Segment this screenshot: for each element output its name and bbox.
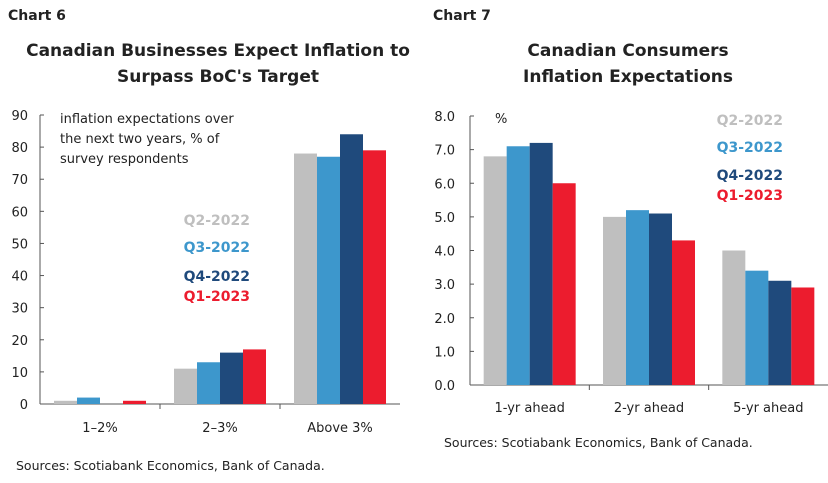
bar-q1-2023-2 [791,287,815,385]
x-tick-label: 1–2% [82,421,117,436]
bar-q3-2022-2 [317,156,340,404]
bar-q4-2022-1 [649,213,672,385]
chart-annotation: survey respondents [60,152,189,167]
chart-annotation: the next two years, % of [60,132,220,147]
bar-q2-2022-0 [54,400,77,404]
bar-q1-2023-0 [123,400,146,404]
y-tick-label: 60 [11,205,28,220]
legend-item: Q2-2022 [184,213,250,229]
bar-q1-2023-0 [552,183,576,385]
y-tick-label: 4.0 [434,245,455,260]
y-tick-label: 0 [20,398,28,413]
bar-q3-2022-0 [506,146,530,385]
y-tick-label: 2.0 [434,312,455,327]
y-tick-label: 80 [11,141,28,156]
x-tick-label: Above 3% [307,421,373,436]
bar-q4-2022-0 [529,142,553,385]
legend-item: Q4-2022 [717,168,783,184]
bar-q2-2022-1 [603,216,626,385]
x-tick-label: 5-yr ahead [733,401,803,416]
y-tick-label: 3.0 [434,278,455,293]
y-tick-label: 20 [11,334,28,349]
x-tick-label: 2–3% [202,421,237,436]
legend-item: Q1-2023 [184,289,250,305]
legend-item: Q3-2022 [717,140,783,156]
y-tick-label: 10 [11,366,28,381]
y-tick-label: 1.0 [434,345,455,360]
chart-annotation: inflation expectations over [60,112,234,127]
y-tick-label: 8.0 [434,110,455,125]
x-tick-label: 1-yr ahead [495,401,565,416]
source-note: Sources: Scotiabank Economics, Bank of C… [444,435,753,450]
bar-q1-2023-2 [363,150,386,404]
bar-q2-2022-0 [483,156,507,385]
bar-q1-2023-1 [672,240,695,385]
chart-number: Chart 7 [433,8,491,24]
chart-title: Canadian Consumers [527,41,728,61]
y-tick-label: 90 [11,109,28,124]
y-tick-label: 30 [11,302,28,317]
chart-title: Inflation Expectations [523,67,733,87]
bar-q4-2022-2 [768,280,792,385]
legend-item: Q4-2022 [184,269,250,285]
bar-q4-2022-2 [340,134,363,404]
chart-title: Surpass BoC's Target [117,67,319,87]
chart-annotation: % [495,112,507,127]
legend-item: Q2-2022 [717,113,783,129]
x-tick-label: 2-yr ahead [614,401,684,416]
y-tick-label: 0.0 [434,379,455,394]
bar-q2-2022-2 [722,250,746,385]
bar-q4-2022-1 [220,352,243,404]
y-tick-label: 7.0 [434,144,455,159]
legend-item: Q3-2022 [184,240,250,256]
bar-q2-2022-2 [294,153,317,404]
source-note: Sources: Scotiabank Economics, Bank of C… [16,458,325,473]
bar-q3-2022-2 [745,270,769,385]
bar-q1-2023-1 [243,349,266,404]
y-tick-label: 5.0 [434,211,455,226]
y-tick-label: 6.0 [434,177,455,192]
y-tick-label: 40 [11,270,28,285]
bar-q3-2022-1 [197,362,220,404]
y-tick-label: 50 [11,237,28,252]
chart-number: Chart 6 [8,8,66,24]
legend-item: Q1-2023 [717,188,783,204]
bar-q3-2022-0 [77,397,100,404]
chart-title: Canadian Businesses Expect Inflation to [26,41,410,61]
y-tick-label: 70 [11,173,28,188]
bar-q3-2022-1 [626,210,649,385]
bar-q2-2022-1 [174,368,197,404]
